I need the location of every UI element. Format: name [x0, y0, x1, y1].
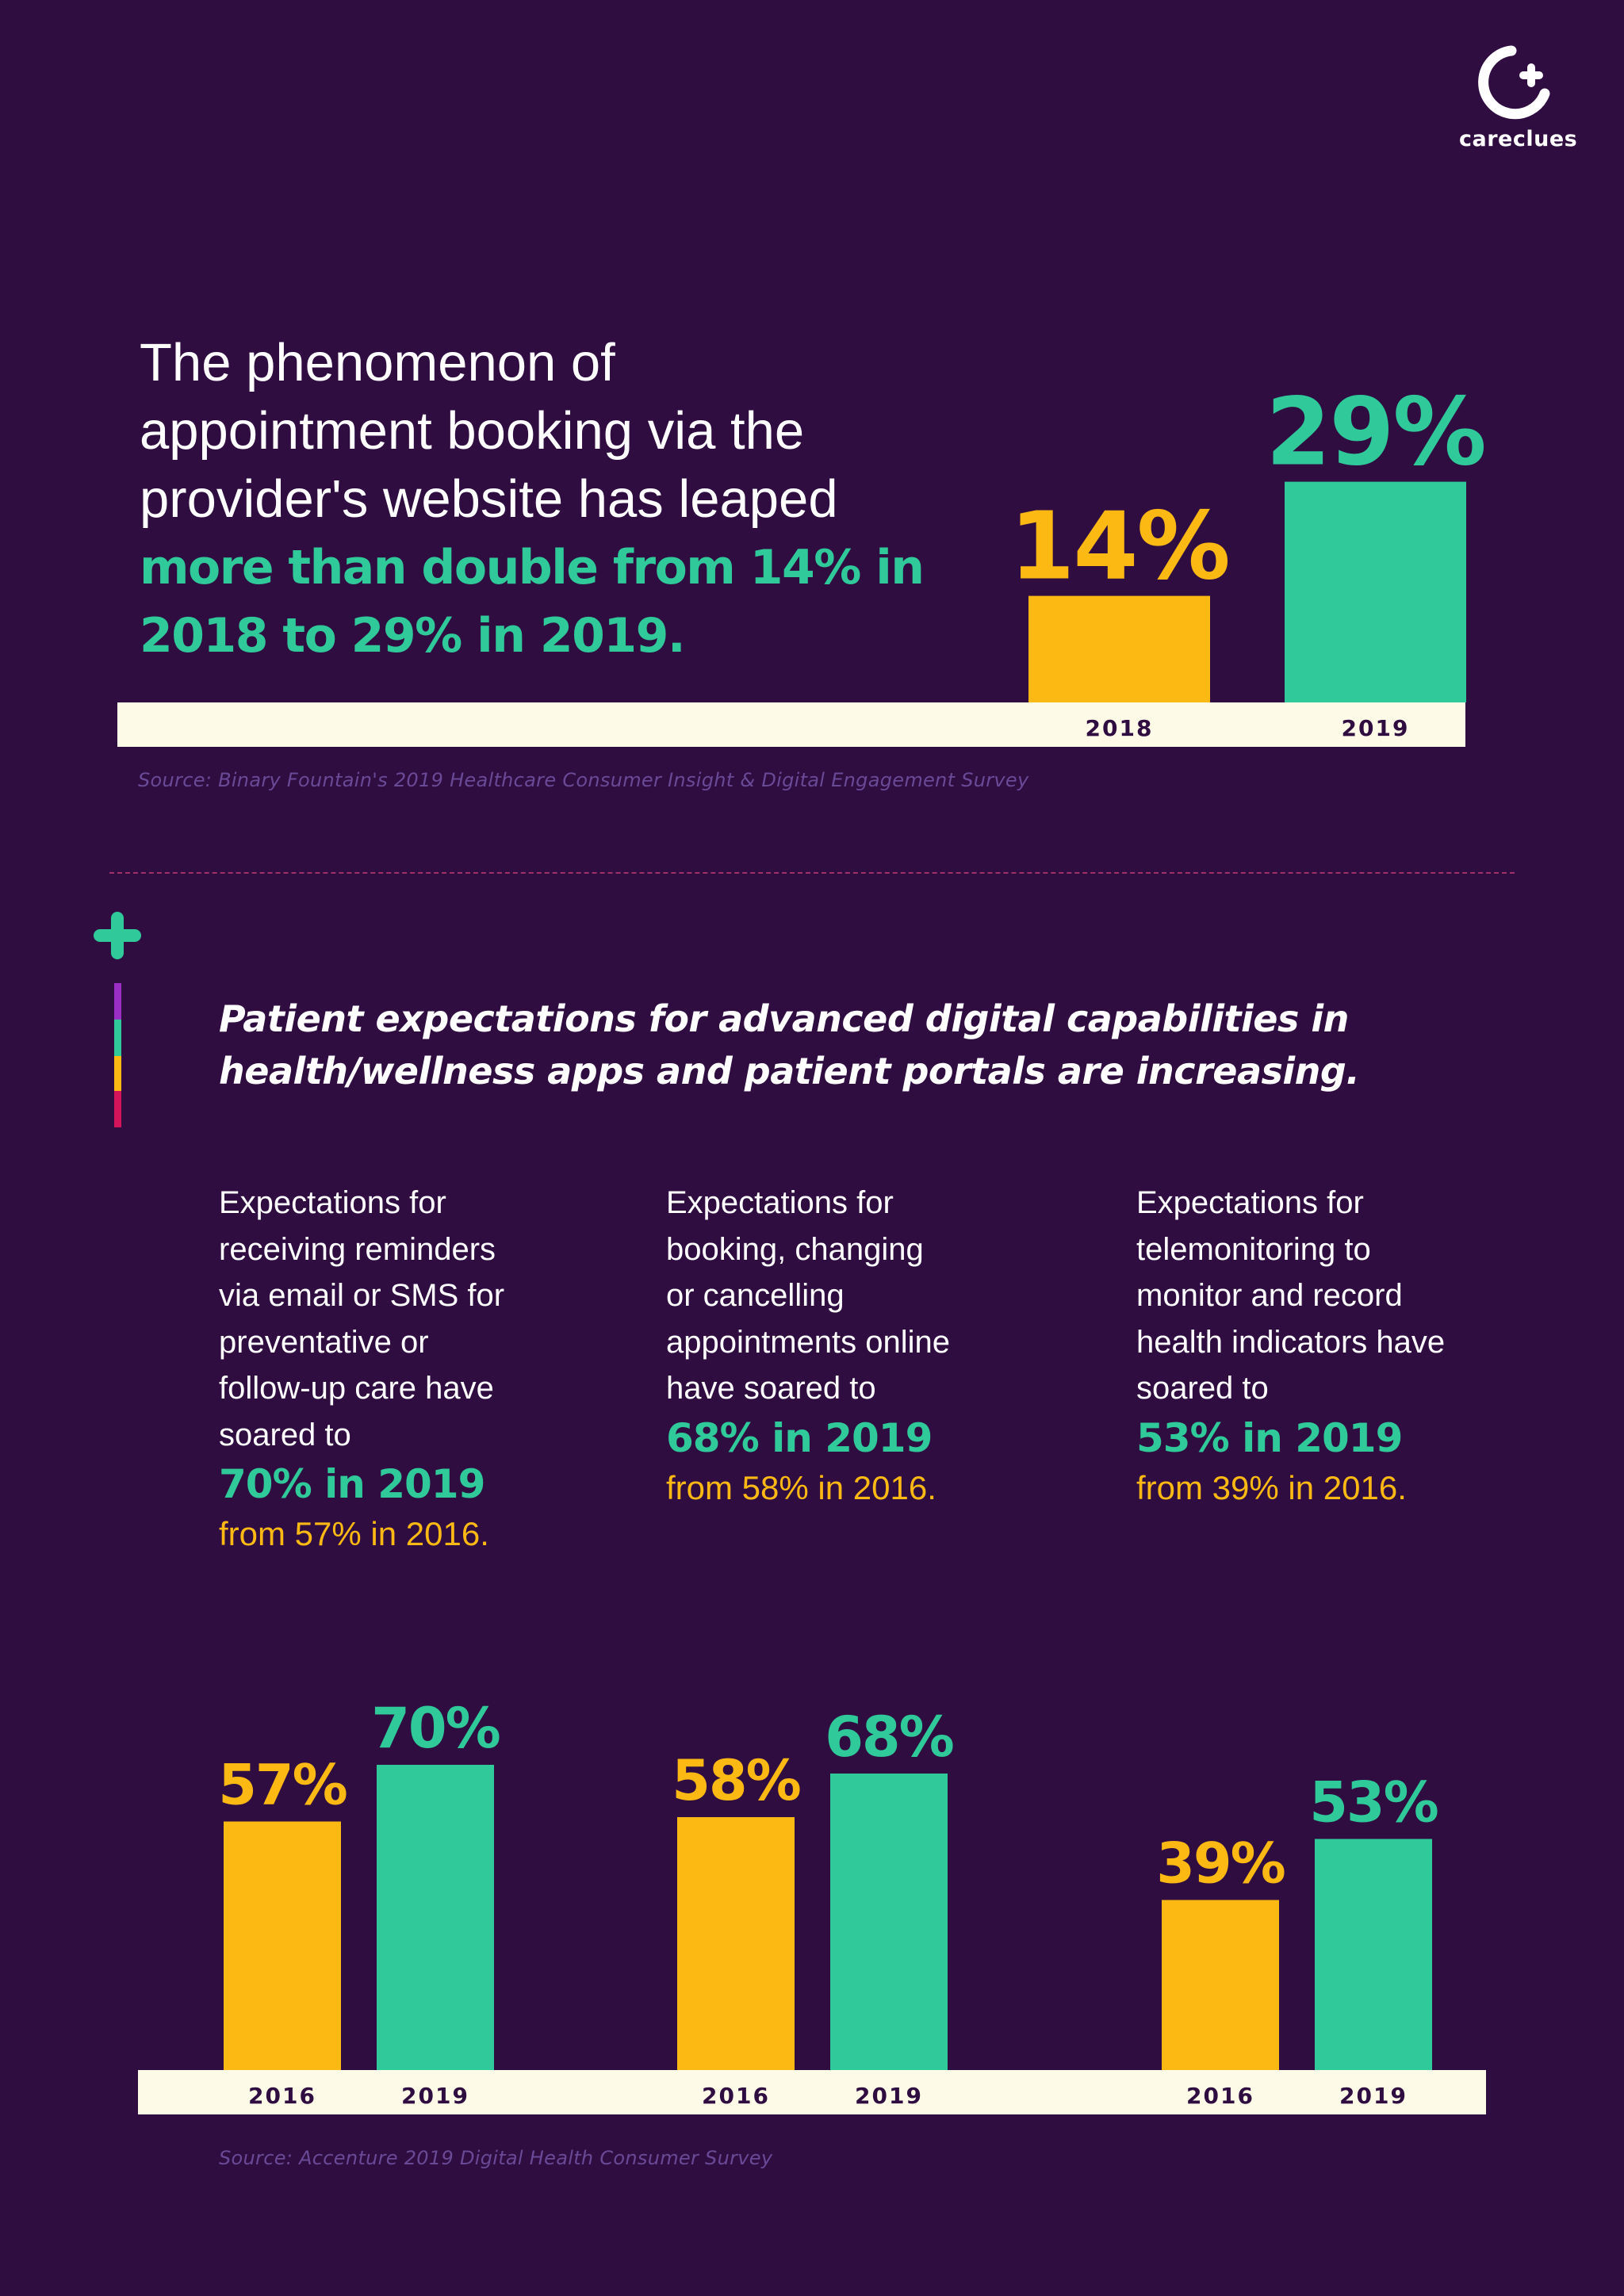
section-heading: Patient expectations for advanced digita… — [219, 993, 1408, 1097]
telemonitoring-data-label-2019: 53% — [1309, 1770, 1438, 1835]
stat-desc-line: booking, changing — [666, 1231, 924, 1267]
booking-data-label-2018: 14% — [1009, 492, 1228, 601]
stat-booking-online: Expectations for booking, changing or ca… — [666, 1180, 1015, 1512]
booking-website-chart: 14% 2018 29% 2019 — [117, 377, 1487, 747]
stat-value: 53% in 2019 — [1136, 1414, 1403, 1461]
online-booking-bar-2019 — [830, 1774, 948, 2070]
source-note-1: Source: Binary Fountain's 2019 Healthcar… — [138, 769, 1029, 791]
reminders-data-label-2019: 70% — [371, 1696, 500, 1761]
reminders-bar-2019 — [377, 1765, 494, 2070]
section-heading-line: health/wellness apps and patient portals… — [219, 1050, 1360, 1093]
stat-desc-line: monitor and record — [1136, 1278, 1403, 1313]
reminders-tick-label-2019: 2019 — [401, 2083, 469, 2109]
online-booking-bar-2016 — [677, 1817, 795, 2070]
stat-desc-line: preventative or — [219, 1324, 429, 1360]
online-booking-data-label-2016: 58% — [672, 1748, 800, 1813]
telemonitoring-data-label-2016: 39% — [1156, 1831, 1285, 1896]
chart-baseline-strip — [117, 702, 1465, 747]
accent-bar-teal — [114, 1020, 121, 1056]
online-booking-data-label-2019: 68% — [825, 1705, 953, 1770]
reminders-bar-2016 — [224, 1821, 341, 2070]
accent-bar-purple — [114, 983, 121, 1020]
stat-desc-line: via email or SMS for — [219, 1278, 505, 1313]
booking-data-label-2019: 29% — [1266, 377, 1484, 487]
stat-description: Expectations for telemonitoring to monit… — [1136, 1180, 1485, 1412]
headline: The phenomenon of appointment booking vi… — [140, 329, 996, 670]
stat-from: from 58% in 2016. — [666, 1468, 936, 1506]
reminders-tick-label-2016: 2016 — [248, 2083, 316, 2109]
booking-tick-label-2018: 2018 — [1086, 715, 1154, 741]
crescent-plus-icon — [1478, 45, 1550, 120]
headline-highlight-line: more than double from 14% in — [140, 540, 925, 595]
stat-description: Expectations for receiving reminders via… — [219, 1180, 568, 1458]
stat-desc-line: Expectations for — [666, 1185, 894, 1220]
booking-bar-2019 — [1285, 481, 1466, 702]
stat-desc-line: or cancelling — [666, 1278, 845, 1313]
headline-line: The phenomenon of — [140, 333, 615, 392]
booking-tick-label-2019: 2019 — [1342, 715, 1410, 741]
stat-desc-line: health indicators have — [1136, 1324, 1446, 1360]
stat-desc-line: appointments online — [666, 1324, 951, 1360]
stat-desc-line: Expectations for — [219, 1185, 446, 1220]
brand-name: careclues — [1459, 127, 1578, 151]
online-booking-tick-label-2019: 2019 — [855, 2083, 923, 2109]
expectations-charts: 57% 2016 70% 2019 58% 2016 68% 2019 39% 2016 53% 20… — [138, 1696, 1486, 2114]
stat-from: from 57% in 2016. — [219, 1515, 489, 1552]
accent-bar-pink — [114, 1091, 121, 1127]
headline-line: appointment booking via the — [140, 401, 805, 461]
plus-icon — [94, 912, 141, 959]
headline-line: provider's website has leaped — [140, 469, 838, 529]
telemonitoring-bar-2019 — [1315, 1839, 1432, 2070]
stat-desc-line: telemonitoring to — [1136, 1231, 1371, 1267]
stat-reminders: Expectations for receiving reminders via… — [219, 1180, 568, 1558]
stat-value: 68% in 2019 — [666, 1414, 933, 1461]
careclues-logo[interactable]: careclues — [1459, 44, 1578, 151]
chart-baseline-strip — [138, 2070, 1486, 2114]
stat-desc-line: follow-up care have — [219, 1371, 494, 1406]
telemonitoring-bar-2016 — [1162, 1900, 1279, 2070]
booking-bar-2018 — [1028, 595, 1210, 702]
accent-bar-yellow — [114, 1056, 121, 1091]
source-note-2: Source: Accenture 2019 Digital Health Co… — [219, 2147, 773, 2169]
stat-value: 70% in 2019 — [219, 1461, 485, 1507]
stat-desc-line: have soared to — [666, 1371, 876, 1406]
stat-description: Expectations for booking, changing or ca… — [666, 1180, 1015, 1412]
headline-highlight-line: 2018 to 29% in 2019. — [140, 608, 686, 664]
reminders-data-label-2016: 57% — [218, 1753, 347, 1818]
section-heading-line: Patient expectations for advanced digita… — [219, 997, 1349, 1040]
stat-telemonitoring: Expectations for telemonitoring to monit… — [1136, 1180, 1485, 1512]
stat-desc-line: soared to — [1136, 1371, 1269, 1406]
telemonitoring-tick-label-2019: 2019 — [1339, 2083, 1408, 2109]
stat-desc-line: receiving reminders — [219, 1231, 496, 1267]
online-booking-tick-label-2016: 2016 — [702, 2083, 770, 2109]
stat-desc-line: soared to — [219, 1417, 351, 1452]
section-divider — [109, 872, 1515, 874]
stat-from: from 39% in 2016. — [1136, 1468, 1407, 1506]
stat-desc-line: Expectations for — [1136, 1185, 1364, 1220]
telemonitoring-tick-label-2016: 2016 — [1186, 2083, 1254, 2109]
